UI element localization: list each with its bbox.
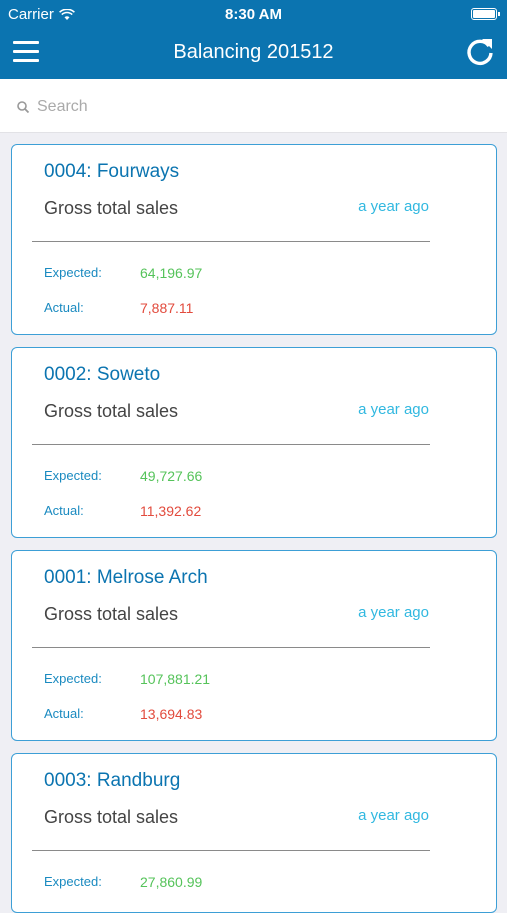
search-icon	[17, 101, 30, 114]
clock: 8:30 AM	[225, 6, 282, 23]
timestamp: a year ago	[358, 198, 429, 215]
carrier-info: Carrier	[8, 6, 75, 23]
metric-label: Gross total sales	[44, 807, 179, 827]
expected-value: 107,881.21	[140, 671, 211, 687]
store-name: 0004: Fourways	[44, 161, 180, 182]
expected-value: 64,196.97	[140, 265, 203, 281]
wifi-icon	[58, 8, 75, 20]
actual-value: 7,887.11	[140, 300, 194, 316]
metric-label: Gross total sales	[44, 198, 179, 218]
expected-value: 49,727.66	[140, 468, 203, 484]
timestamp: a year ago	[358, 807, 429, 824]
actual-value: 11,392.62	[140, 503, 202, 519]
actual-value: 13,694.83	[140, 706, 203, 722]
balance-card[interactable]: 0001: Melrose Arch Gross total sales a y…	[11, 550, 497, 741]
expected-value: 27,860.99	[140, 874, 203, 890]
actual-label: Actual:	[44, 300, 84, 315]
store-name: 0002: Soweto	[44, 364, 161, 385]
refresh-icon[interactable]	[463, 36, 497, 70]
search-bar[interactable]: Search	[0, 79, 507, 133]
actual-label: Actual:	[44, 706, 84, 721]
page-title: Balancing 201512	[173, 41, 334, 63]
balance-card[interactable]: 0002: Soweto Gross total sales a year ag…	[11, 347, 497, 538]
expected-label: Expected:	[44, 265, 102, 280]
store-name: 0003: Randburg	[44, 770, 181, 791]
expected-label: Expected:	[44, 874, 102, 889]
status-bar: Carrier 8:30 AM	[0, 0, 507, 28]
hamburger-menu-icon[interactable]	[13, 41, 39, 63]
expected-label: Expected:	[44, 671, 102, 686]
store-name: 0001: Melrose Arch	[44, 567, 208, 588]
expected-label: Expected:	[44, 468, 102, 483]
divider	[32, 647, 430, 648]
metric-label: Gross total sales	[44, 401, 179, 421]
battery-icon	[471, 8, 500, 20]
divider	[32, 241, 430, 242]
nav-bar: Balancing 201512	[0, 28, 507, 79]
divider	[32, 444, 430, 445]
search-input[interactable]: Search	[37, 98, 88, 115]
balance-card[interactable]: 0003: Randburg Gross total sales a year …	[11, 753, 497, 913]
carrier-label: Carrier	[8, 6, 54, 23]
timestamp: a year ago	[358, 401, 429, 418]
balance-card[interactable]: 0004: Fourways Gross total sales a year …	[11, 144, 497, 335]
actual-label: Actual:	[44, 503, 84, 518]
divider	[32, 850, 430, 851]
metric-label: Gross total sales	[44, 604, 179, 624]
timestamp: a year ago	[358, 604, 429, 621]
